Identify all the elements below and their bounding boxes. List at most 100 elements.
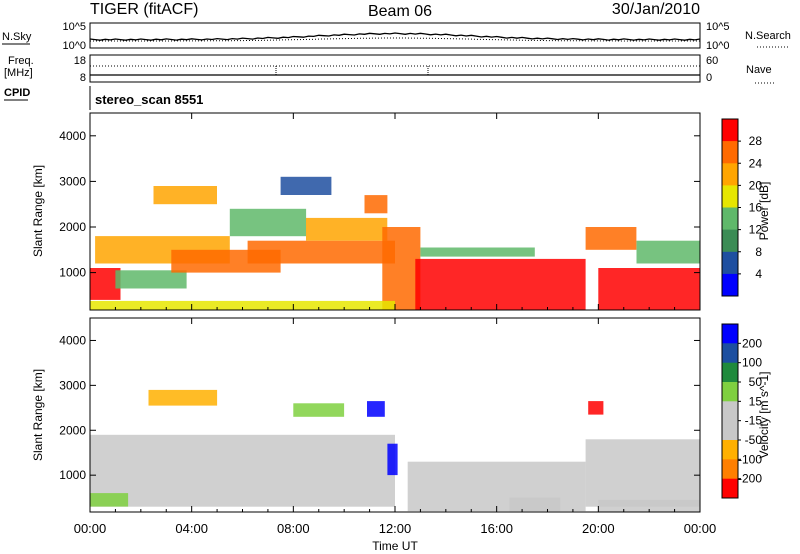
power-region-16 [280, 176, 332, 195]
velocity-ytick-label-0: 1000 [59, 468, 86, 482]
power-ytick-label-2: 3000 [59, 174, 86, 188]
power-region-14 [585, 227, 637, 250]
power-cbar-tick-label-2: 12 [749, 223, 763, 237]
freq-right-tick-top: 60 [706, 55, 718, 67]
power-ylabel: Slant Range [km] [31, 165, 45, 257]
time-tick-label-6: 00:00 [684, 521, 717, 536]
velocity-colorbar-seg-6 [722, 440, 738, 460]
nsky-label: N.Sky [2, 31, 32, 43]
velocity-colorbar-frame [721, 323, 739, 499]
power-colorbar-seg-3 [722, 185, 738, 208]
velocity-cbar-tick-label-5: -50 [745, 433, 763, 447]
velocity-colorbar-seg-0 [722, 324, 738, 344]
power-colorbar-seg-5 [722, 229, 738, 253]
time-axis-title: Time UT [372, 539, 418, 553]
freq-left-tick-bottom: 8 [80, 72, 86, 84]
time-tick-label-0: 00:00 [74, 521, 107, 536]
power-ytick-label-3: 4000 [59, 129, 86, 143]
power-cbar-tick-label-1: 8 [755, 245, 762, 259]
velocity-cbar-tick-label-6: -100 [738, 452, 762, 466]
power-colorbar-seg-0 [722, 119, 738, 142]
velocity-region-6 [293, 403, 345, 417]
power-cbar-tick-label-6: 28 [749, 134, 763, 148]
date-title: 30/Jan/2010 [612, 1, 700, 18]
power-axes: 1000 2000 3000 4000 [59, 113, 701, 310]
noise-right-tick-bottom: 10^0 [706, 40, 730, 52]
power-ytick-label-1: 2000 [59, 220, 86, 234]
power-region-7 [306, 217, 388, 241]
power-colorbar: 4 8 12 16 20 24 28 [721, 118, 763, 297]
velocity-region-9 [598, 499, 700, 512]
velocity-colorbar-seg-5 [722, 420, 738, 441]
power-region-15 [636, 240, 700, 264]
velocity-cbar-tick-label-0: 200 [742, 336, 762, 350]
freq-label-1: Freq. [8, 55, 34, 67]
velocity-ylabel: Slant Range [km] [31, 369, 45, 461]
power-colorbar-seg-4 [722, 207, 738, 231]
power-region-9 [382, 227, 421, 310]
velocity-region-2 [585, 439, 700, 507]
velocity-colorbar-seg-7 [722, 459, 738, 480]
noise-left-tick-bottom: 10^0 [62, 40, 86, 52]
velocity-ytick-label-3: 4000 [59, 333, 86, 347]
velocity-region-4 [367, 401, 385, 417]
velocity-colorbar-seg-4 [722, 401, 738, 422]
velocity-colorbar-seg-2 [722, 362, 738, 383]
noise-left-tick-top: 10^5 [62, 21, 86, 33]
nsearch-label: N.Search [745, 30, 791, 42]
velocity-ytick-label-2: 3000 [59, 378, 86, 392]
power-cbar-tick-label-0: 4 [755, 267, 762, 281]
time-tick-label-3: 12:00 [379, 521, 412, 536]
velocity-heatmap [90, 389, 700, 512]
velocity-axes: 1000 2000 3000 4000 [59, 318, 701, 512]
noise-panel-frame [89, 22, 701, 49]
velocity-colorbar-seg-3 [722, 382, 738, 402]
time-tick-label-5: 20:00 [582, 521, 615, 536]
power-colorbar-seg-7 [722, 273, 738, 297]
cpid-label: CPID [4, 87, 30, 99]
station-title: TIGER (fitACF) [90, 1, 198, 18]
noise-right-tick-top: 10^5 [706, 21, 730, 33]
noise-sky-line [89, 32, 701, 41]
power-colorbar-seg-2 [722, 163, 738, 186]
power-region-12 [90, 300, 395, 310]
power-region-8 [364, 195, 388, 214]
beam-title: Beam 06 [368, 3, 432, 20]
power-colorbar-seg-6 [722, 251, 738, 275]
power-colorbar-label: Power [dB] [757, 182, 771, 241]
power-colorbar-seg-1 [722, 141, 738, 164]
velocity-region-7 [90, 493, 129, 507]
cpid-value: stereo_scan 8551 [95, 92, 203, 107]
power-region-3 [153, 186, 217, 205]
power-region-11 [420, 247, 535, 257]
power-heatmap [90, 176, 700, 310]
velocity-colorbar: 200 100 50 15 -15 -50 -100 -200 [721, 323, 763, 499]
velocity-region-8 [509, 497, 561, 512]
time-tick-label-1: 04:00 [175, 521, 208, 536]
power-cbar-tick-label-4: 20 [749, 178, 763, 192]
power-ytick-label-0: 1000 [59, 266, 86, 280]
velocity-cbar-tick-label-4: -15 [745, 414, 763, 428]
velocity-cbar-tick-label-2: 50 [749, 375, 763, 389]
velocity-cbar-tick-label-1: 100 [742, 356, 762, 370]
velocity-region-5 [387, 443, 398, 476]
freq-panel-frame [89, 54, 701, 83]
power-region-13 [598, 268, 700, 310]
velocity-cbar-tick-label-7: -200 [738, 472, 762, 486]
freq-left-tick-top: 18 [74, 55, 86, 67]
nave-label: Nave [746, 64, 772, 76]
time-tick-label-2: 08:00 [277, 521, 310, 536]
velocity-region-0 [90, 434, 395, 507]
velocity-colorbar-seg-8 [722, 478, 738, 499]
velocity-region-10 [588, 401, 604, 415]
power-cbar-tick-label-5: 24 [749, 156, 763, 170]
velocity-colorbar-seg-1 [722, 343, 738, 364]
velocity-cbar-tick-label-3: 15 [749, 394, 763, 408]
velocity-colorbar-label: Velocity [m s^-1] [757, 372, 771, 459]
freq-right-tick-bottom: 0 [706, 72, 712, 84]
power-region-10 [415, 258, 586, 310]
freq-label-2: [MHz] [4, 67, 33, 79]
power-region-5 [229, 208, 307, 237]
